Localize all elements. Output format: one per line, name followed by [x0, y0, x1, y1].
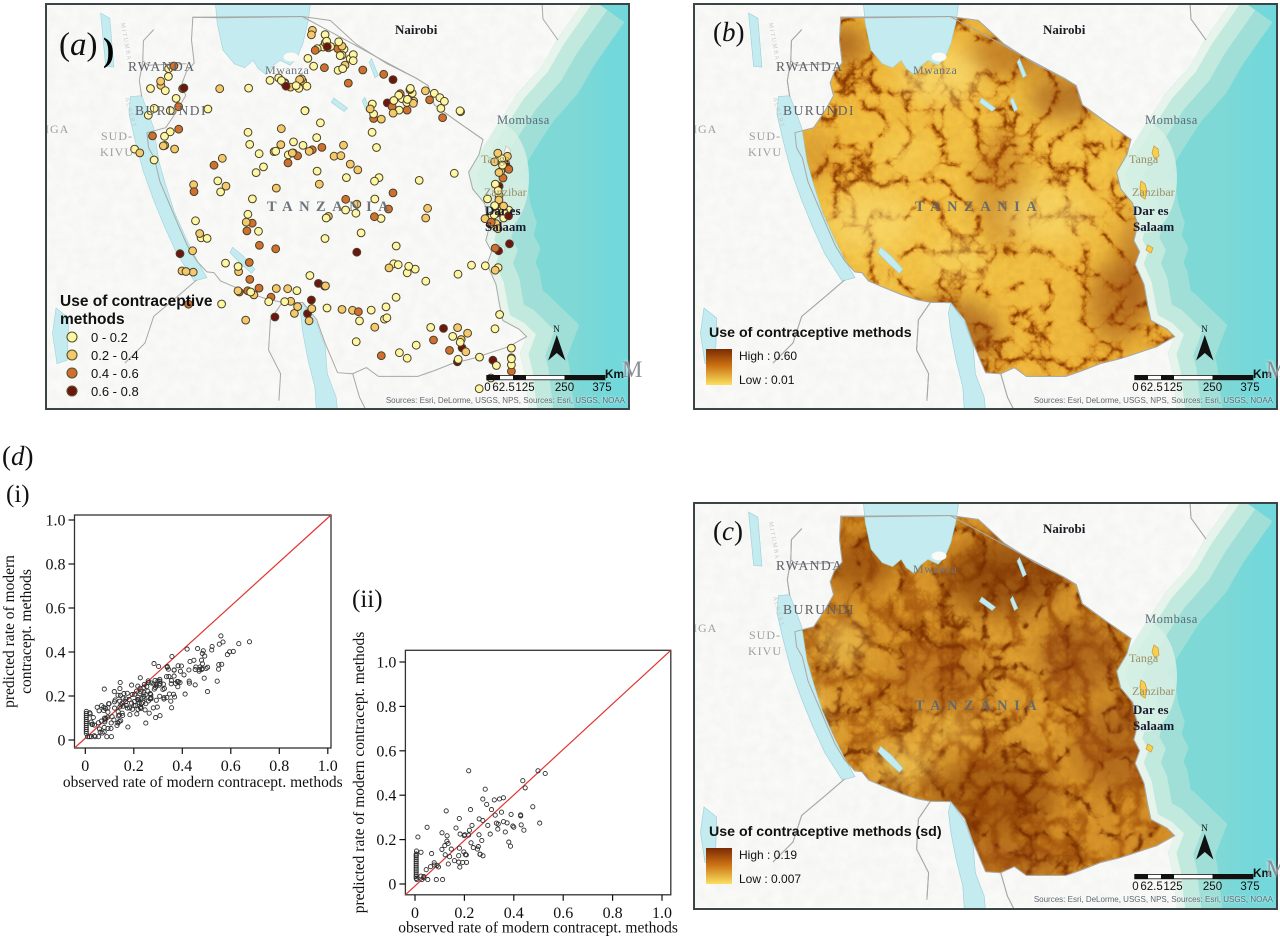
- svg-text:0.4: 0.4: [46, 645, 66, 662]
- svg-text:0.6: 0.6: [553, 905, 573, 922]
- svg-text:Use of contraceptive: Use of contraceptive: [60, 293, 213, 310]
- svg-text:Use of contraceptive methods (: Use of contraceptive methods (sd): [709, 824, 942, 840]
- svg-text:High : 0.60: High : 0.60: [739, 349, 797, 363]
- svg-text:observed rate of modern contra: observed rate of modern contracept. meth…: [398, 920, 678, 937]
- svg-text:0.4: 0.4: [504, 905, 524, 922]
- svg-text:0: 0: [58, 733, 66, 750]
- svg-text:0.4: 0.4: [172, 758, 192, 775]
- svg-text:0: 0: [411, 905, 419, 922]
- svg-text:0.6: 0.6: [46, 601, 66, 618]
- svg-text:0: 0: [81, 758, 89, 775]
- svg-text:0.8: 0.8: [46, 557, 66, 574]
- svg-text:0 - 0.2: 0 - 0.2: [91, 330, 128, 345]
- svg-text:0.8: 0.8: [603, 905, 623, 922]
- svg-text:0.8: 0.8: [376, 699, 396, 716]
- svg-text:0.6: 0.6: [221, 758, 241, 775]
- svg-text:Use of contraceptive methods: Use of contraceptive methods: [709, 325, 912, 341]
- svg-text:0.4 - 0.6: 0.4 - 0.6: [91, 366, 139, 381]
- svg-text:): ): [103, 32, 114, 69]
- svg-text:0.2 - 0.4: 0.2 - 0.4: [91, 348, 139, 363]
- svg-text:0.4: 0.4: [376, 788, 396, 805]
- svg-text:0.6: 0.6: [376, 743, 396, 760]
- svg-text:methods: methods: [60, 311, 125, 328]
- svg-text:(a): (a): [59, 27, 98, 63]
- svg-text:0.6 - 0.8: 0.6 - 0.8: [91, 384, 139, 399]
- svg-text:1.0: 1.0: [318, 758, 338, 775]
- svg-text:1.0: 1.0: [376, 655, 396, 672]
- svg-text:1.0: 1.0: [46, 513, 66, 530]
- svg-text:predicted rate of modern: predicted rate of modern: [1, 555, 18, 708]
- svg-text:0.2: 0.2: [454, 905, 474, 922]
- svg-text:0: 0: [388, 877, 396, 894]
- svg-text:(b): (b): [713, 17, 745, 47]
- svg-text:0.2: 0.2: [46, 689, 66, 706]
- svg-text:predicted rate of modern contr: predicted rate of modern contracept. met…: [351, 632, 368, 913]
- svg-text:High : 0.19: High : 0.19: [739, 848, 797, 862]
- svg-text:0.8: 0.8: [269, 758, 289, 775]
- svg-text:observed rate of modern contra: observed rate of modern contracept. meth…: [63, 774, 343, 791]
- svg-text:0.2: 0.2: [124, 758, 144, 775]
- svg-text:0.2: 0.2: [376, 832, 396, 849]
- svg-text:contracept. methods: contracept. methods: [18, 569, 35, 694]
- svg-text:1.0: 1.0: [652, 905, 672, 922]
- svg-text:(c): (c): [713, 516, 743, 546]
- svg-text:Low : 0.007: Low : 0.007: [739, 872, 801, 886]
- svg-text:Low : 0.01: Low : 0.01: [739, 373, 795, 387]
